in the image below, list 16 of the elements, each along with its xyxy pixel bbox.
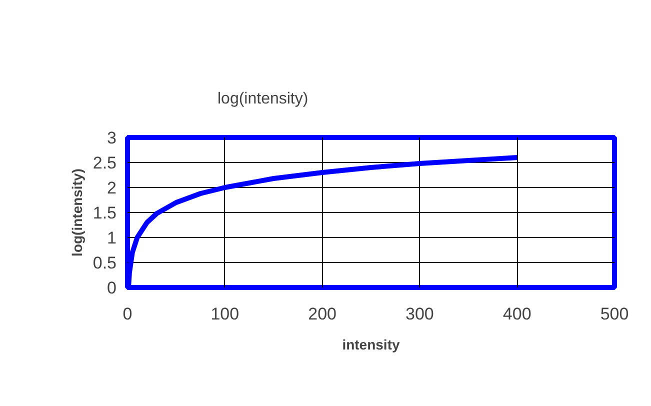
x-tick-label: 0: [122, 304, 132, 324]
y-tick-label: 3: [107, 128, 117, 148]
y-tick-label: 2.5: [92, 154, 117, 172]
chart-title: log(intensity): [218, 90, 308, 108]
y-tick-label: 1: [107, 228, 117, 248]
y-tick-label: 2: [107, 178, 117, 198]
x-tick-label: 200: [308, 304, 336, 324]
x-tick-label: 400: [502, 304, 532, 324]
x-tick-label: 500: [600, 304, 629, 324]
y-tick-label: 0: [107, 278, 117, 298]
y-tick-label: 1.5: [92, 204, 117, 222]
y-tick-label: 0.5: [92, 254, 117, 272]
y-axis-title: log(intensity): [68, 168, 85, 256]
x-axis-title: intensity: [342, 336, 400, 352]
x-tick-label: 300: [406, 304, 434, 324]
x-tick-label: 100: [210, 304, 240, 324]
